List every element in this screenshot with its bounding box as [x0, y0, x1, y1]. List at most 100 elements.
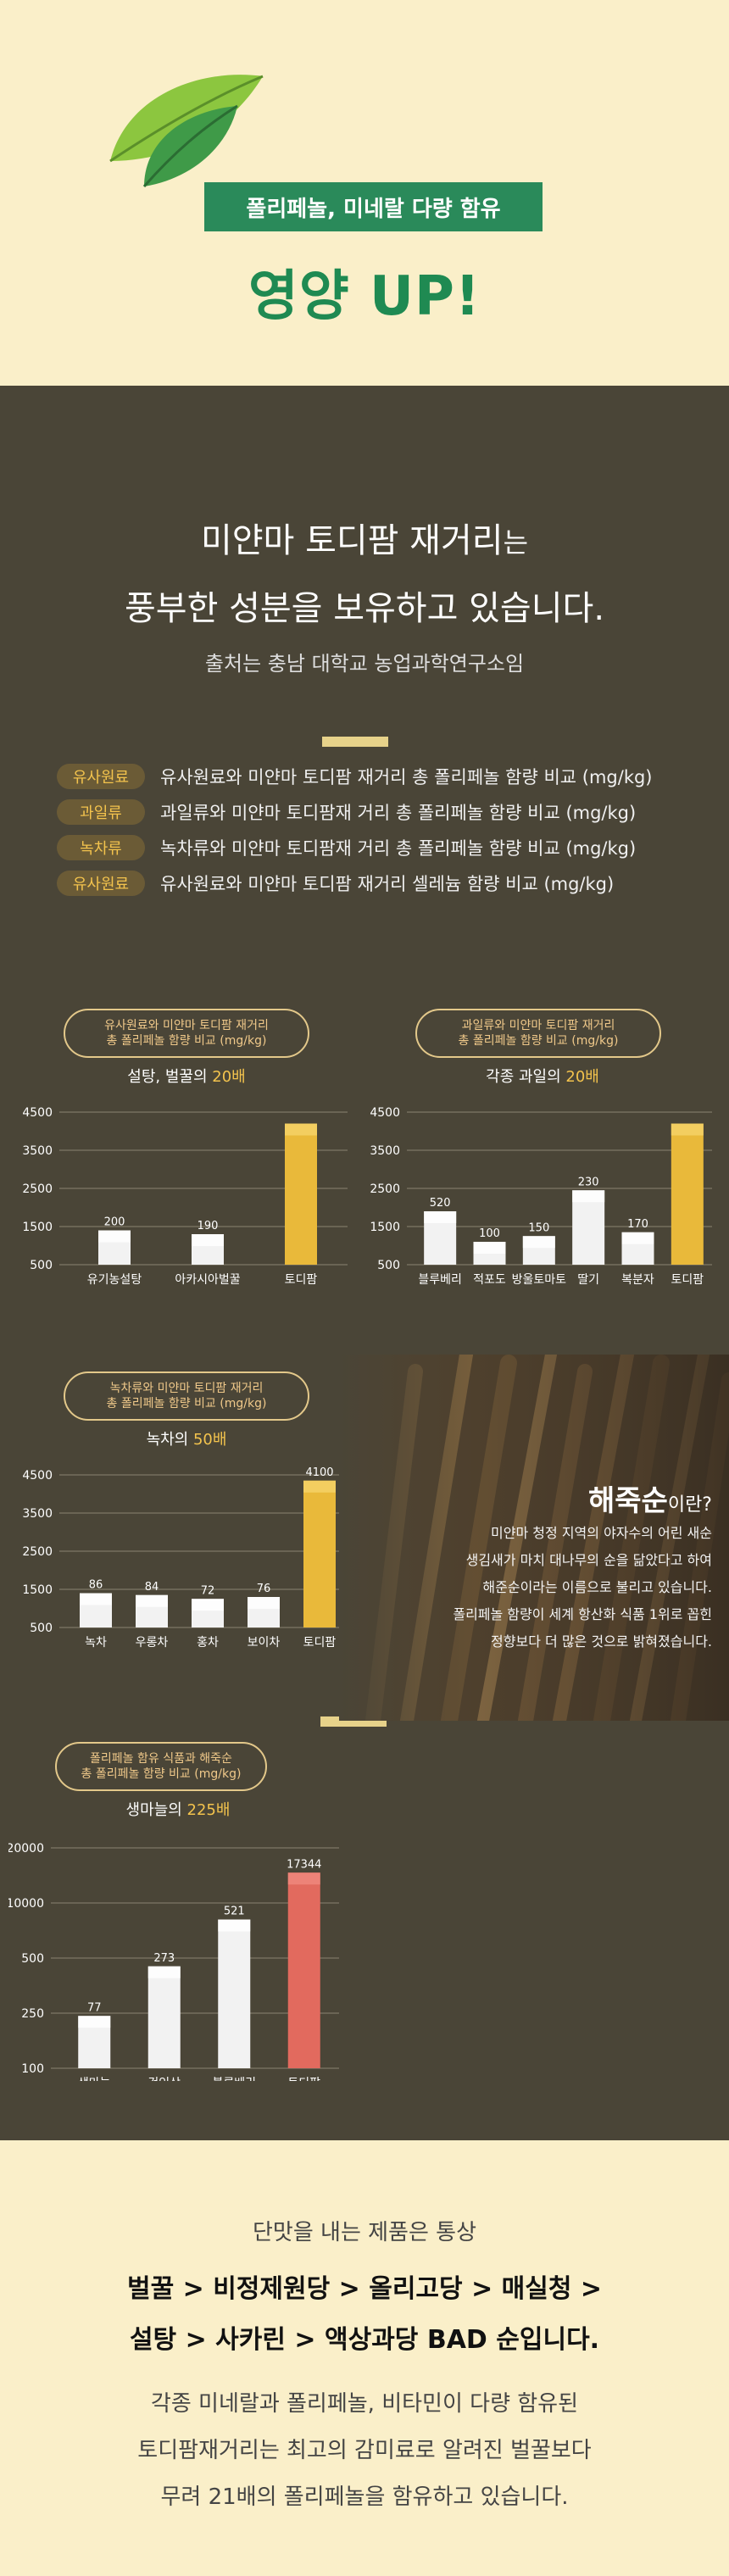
x-category-label: 블루베리 [418, 1273, 462, 1287]
footer-line-2: 벌꿀 > 비정제원당 > 올리고당 > 매실청 > [126, 2274, 603, 2304]
chart-polyphenol-sugar: 유사원료와 미얀마 토디팜 재거리 총 폴리페놀 함량 비교 (mg/kg) 설탕,… [17, 1009, 356, 1314]
y-tick-label: 500 [21, 1952, 44, 1966]
hero-title: 영양 UP! [248, 265, 481, 328]
bar-value-label: 76 [257, 1583, 271, 1595]
chart-caption-pill: 과일류와 미얀마 토디팜 재거리 총 폴리페놀 함량 비교 (mg/kg) [415, 1009, 661, 1058]
bar-value-label: 84 [145, 1581, 159, 1594]
chart-caption-line: 총 폴리페놀 함량 비교 (mg/kg) [106, 1397, 267, 1410]
y-tick-label: 10000 [8, 1897, 44, 1911]
x-category-label: 토디팜 [285, 1273, 318, 1287]
bar-cap [303, 1480, 336, 1493]
intro-line-2: 풍부한 성분을 보유하고 있습니다. [124, 589, 605, 628]
intro-line-1: 미얀마 토디팜 재거리는 [0, 513, 729, 562]
bar-cap [136, 1594, 168, 1607]
bar-cap [147, 1966, 181, 1978]
x-category-label: 적포도 [473, 1273, 506, 1287]
chart-caption-line: 녹차류와 미얀마 토디팜 재거리 [109, 1382, 264, 1395]
legend-list: 유사원료 유사원료와 미얀마 토디팜 재거리 총 폴리페놀 함량 비교 (mg/… [57, 759, 701, 901]
chart-svg: 4500 3500 2500 1500 500 86 녹차 84 우롱차 72 홍차 76 보이차 410… [22, 1466, 348, 1650]
y-tick-label: 2500 [22, 1182, 53, 1196]
intro-source: 출처는 충남 대학교 농업과학연구소임 [204, 652, 525, 676]
photo-line: 폴리페놀 함량이 세계 항산화 식품 1위로 꼽힌 [453, 1606, 712, 1622]
y-tick-label: 250 [21, 2007, 44, 2021]
x-category-label: 블루베리 [212, 2077, 256, 2081]
bar-cap [424, 1211, 457, 1223]
bar-value-label: 200 [104, 1216, 125, 1229]
legend-tag: 녹차류 [57, 835, 145, 860]
chart-subtitle-text: 생마늘의 [125, 1801, 187, 1819]
intro-line-1-suffix: 는 [503, 526, 529, 559]
chart-subtitle-text: 각종 과일의 [486, 1068, 566, 1086]
legend-item: 과일류 과일류와 미얀마 토디팜재 거리 총 폴리페놀 함량 비교 (mg/kg… [57, 794, 701, 830]
bamboo-image [339, 1355, 729, 1721]
chart-caption-line: 총 폴리페놀 함량 비교 (mg/kg) [81, 1767, 242, 1781]
y-tick-label: 1500 [370, 1221, 400, 1234]
bar-value-label: 170 [627, 1218, 648, 1231]
bar-value-label: 86 [89, 1579, 103, 1592]
photo-line: 생김새가 마치 대나무의 순을 닮았다고 하여 [465, 1552, 712, 1568]
bar-value-label: 4100 [305, 1466, 333, 1479]
x-category-label: 생마늘 [78, 2077, 111, 2081]
photo-line: 해준순이라는 이름으로 불리고 있습니다. [482, 1579, 712, 1595]
photo-title-main: 해죽순 [587, 1484, 668, 1518]
x-category-label: 토디팜 [303, 1636, 337, 1650]
legend-item: 녹차류 녹차류와 미얀마 토디팜재 거리 총 폴리페놀 함량 비교 (mg/kg… [57, 830, 701, 865]
bar-cap [473, 1242, 506, 1254]
bar [287, 1872, 320, 2068]
bamboo-shoot-photo: 해죽순이란? 미얀마 청정 지역의 야자수의 어린 새순 생김새가 마치 대나무… [339, 1355, 729, 1721]
bar-value-label: 77 [87, 2001, 102, 2014]
x-category-label: 우롱차 [136, 1636, 169, 1650]
legend-text: 과일류와 미얀마 토디팜재 거리 총 폴리페놀 함량 비교 (mg/kg) [160, 803, 637, 823]
chart-caption-line: 총 폴리페놀 함량 비교 (mg/kg) [106, 1034, 267, 1048]
y-tick-label: 500 [377, 1259, 400, 1272]
bar [218, 1919, 251, 2068]
footer-line-6: 무려 21배의 폴리페놀을 함유하고 있습니다. [160, 2484, 569, 2510]
y-tick-label: 4500 [22, 1106, 53, 1120]
x-category-label: 보이차 [248, 1636, 281, 1650]
bar-cap [80, 1593, 112, 1605]
photo-line: 미얀마 청정 지역의 야자수의 어린 새순 [491, 1525, 712, 1541]
chart-subtitle-highlight: 225배 [186, 1801, 231, 1819]
bar-cap [522, 1236, 555, 1249]
header-section: 폴리페놀, 미네랄 다량 함유 영양 UP! [0, 0, 729, 386]
chart-subtitle-highlight: 20배 [565, 1068, 599, 1086]
y-tick-label: 4500 [22, 1469, 53, 1483]
x-category-label: 녹차 [85, 1636, 107, 1650]
chart-subtitle-highlight: 50배 [192, 1431, 227, 1449]
y-tick-label: 3500 [22, 1144, 53, 1158]
footer-line-4: 각종 미네랄과 폴리페놀, 비타민이 다량 함유된 [150, 2391, 579, 2417]
chart-caption-line: 총 폴리페놀 함량 비교 (mg/kg) [458, 1034, 619, 1048]
x-category-label: 방울토마토 [512, 1273, 567, 1287]
bar-cap [192, 1599, 224, 1611]
bar-value-label: 190 [198, 1220, 219, 1232]
photo-title: 해죽순이란? [588, 1477, 712, 1519]
bar-cap [287, 1872, 320, 1885]
x-category-label: 홍차 [197, 1636, 219, 1650]
x-category-label: 토디팜 [671, 1273, 704, 1287]
chart-subtitle: 생마늘의 225배 [8, 1798, 348, 1820]
chart-subtitle-highlight: 20배 [212, 1068, 246, 1086]
bar-value-label: 273 [153, 1952, 175, 1965]
bar [147, 1966, 181, 2068]
chart-polyphenol-foods: 폴리페놀 함유 식품과 해죽순 총 폴리페놀 함량 비교 (mg/kg) 생마늘의 … [8, 1742, 348, 2081]
chart-subtitle-text: 설탕, 벌꿀의 [127, 1068, 213, 1086]
divider-bar [322, 737, 388, 747]
bar-value-label: 520 [430, 1197, 451, 1210]
nutrition-section: 미얀마 토디팜 재거리는 풍부한 성분을 보유하고 있습니다. 출처는 충남 대… [0, 386, 729, 2140]
y-tick-label: 20000 [8, 1842, 44, 1855]
intro-line-1-main: 미얀마 토디팜 재거리 [200, 521, 504, 560]
footer-line-3: 설탕 > 사카린 > 액상과당 BAD 순입니다. [129, 2325, 600, 2355]
bar-cap [98, 1230, 131, 1243]
y-tick-label: 2500 [370, 1182, 400, 1196]
chart-subtitle: 설탕, 벌꿀의 20배 [17, 1065, 356, 1087]
bar-value-label: 17344 [287, 1858, 321, 1871]
bar-cap [192, 1234, 224, 1246]
x-category-label: 복분자 [621, 1273, 654, 1287]
chart-svg: 4500 3500 2500 1500 500 200 유기농설탕 190 아카시아벌꿀 토디팜 [22, 1106, 348, 1287]
chart-polyphenol-fruit: 과일류와 미얀마 토디팜 재거리 총 폴리페놀 함량 비교 (mg/kg) 각종 과… [364, 1009, 721, 1314]
bar-cap [78, 2016, 111, 2028]
chart-subtitle: 각종 과일의 20배 [364, 1065, 721, 1087]
y-tick-label: 4500 [370, 1106, 400, 1120]
bar-value-label: 521 [224, 1906, 245, 1918]
